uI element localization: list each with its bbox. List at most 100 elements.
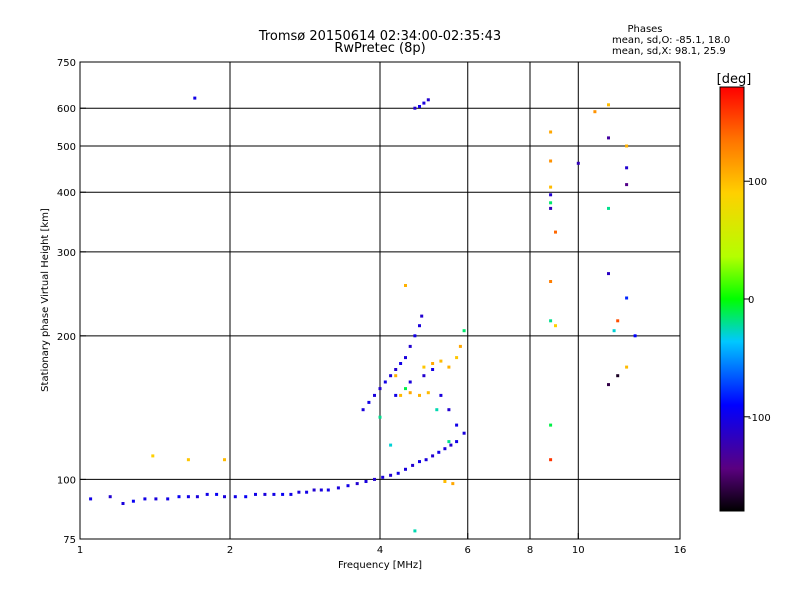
data-point bbox=[455, 356, 459, 360]
data-point bbox=[186, 458, 190, 462]
data-point bbox=[411, 463, 415, 467]
data-point bbox=[223, 495, 226, 499]
data-point bbox=[607, 272, 610, 276]
data-point bbox=[549, 193, 553, 197]
data-point bbox=[108, 495, 112, 499]
y-tick-label-200: 200 bbox=[57, 332, 76, 343]
data-point bbox=[413, 529, 417, 533]
data-point bbox=[443, 480, 447, 483]
data-point bbox=[404, 356, 407, 360]
data-point bbox=[625, 166, 629, 170]
data-point bbox=[404, 284, 407, 287]
data-point bbox=[462, 329, 466, 333]
data-point bbox=[89, 497, 93, 501]
x-tick-label-16: 16 bbox=[674, 545, 687, 556]
data-point bbox=[305, 490, 309, 494]
data-point bbox=[431, 368, 435, 371]
data-point bbox=[389, 473, 393, 477]
data-point bbox=[408, 391, 412, 395]
data-point bbox=[263, 492, 267, 496]
colorbar bbox=[719, 86, 745, 512]
data-point bbox=[195, 495, 199, 499]
data-point bbox=[418, 105, 421, 108]
colorbar-label: [deg] bbox=[717, 72, 752, 87]
colorbar-tick-label-100: 100 bbox=[748, 177, 767, 188]
y-tick-label-500: 500 bbox=[57, 142, 76, 153]
data-point bbox=[435, 408, 439, 412]
data-point bbox=[437, 450, 441, 454]
data-point bbox=[549, 206, 553, 210]
data-point bbox=[447, 408, 451, 412]
x-tick-label-6: 6 bbox=[465, 545, 471, 556]
data-point bbox=[131, 499, 135, 503]
data-point bbox=[625, 365, 629, 369]
data-point bbox=[616, 319, 620, 323]
data-point bbox=[607, 103, 610, 107]
data-point bbox=[431, 362, 435, 365]
data-point bbox=[355, 482, 359, 486]
data-point bbox=[272, 492, 276, 496]
data-point bbox=[616, 374, 620, 378]
data-point bbox=[121, 502, 125, 505]
data-point bbox=[422, 101, 426, 105]
data-point bbox=[625, 144, 629, 148]
data-point bbox=[413, 334, 417, 338]
data-point bbox=[383, 380, 387, 384]
y-axis-label: Stationary phase Virtual Height [km] bbox=[40, 208, 51, 392]
chart-title: Tromsø 20150614 02:34:00-02:35:43 bbox=[258, 29, 501, 44]
data-point bbox=[413, 106, 417, 110]
data-point bbox=[455, 440, 459, 444]
colorbar-ticks: 100 0 -100 bbox=[744, 177, 771, 424]
data-point bbox=[381, 475, 385, 479]
data-point bbox=[449, 443, 453, 447]
y-tick-label-400: 400 bbox=[57, 188, 76, 199]
data-point bbox=[297, 490, 301, 494]
data-point bbox=[451, 482, 455, 486]
data-point bbox=[549, 319, 553, 323]
data-point bbox=[289, 492, 293, 496]
data-point bbox=[378, 387, 382, 391]
y-tick-label-600: 600 bbox=[57, 104, 76, 115]
data-point bbox=[373, 393, 376, 397]
data-point bbox=[418, 393, 421, 397]
data-point bbox=[612, 329, 616, 333]
data-point bbox=[422, 374, 426, 378]
y-tick-label-300: 300 bbox=[57, 248, 76, 259]
data-point bbox=[378, 415, 382, 419]
chart-subtitle: RwPretec (8p) bbox=[334, 41, 425, 56]
stats-x-mode: mean, sd,X: 98.1, 25.9 bbox=[612, 46, 726, 57]
data-point bbox=[549, 130, 553, 134]
x-tick-label-10: 10 bbox=[572, 545, 585, 556]
data-point bbox=[319, 488, 323, 492]
data-point bbox=[223, 458, 226, 462]
data-point bbox=[549, 423, 553, 427]
data-point bbox=[439, 359, 443, 363]
data-point bbox=[408, 380, 412, 384]
data-point bbox=[361, 408, 365, 412]
data-point bbox=[151, 454, 155, 458]
colorbar-tick-label--100: -100 bbox=[748, 413, 771, 424]
data-point bbox=[439, 393, 443, 397]
y-tick-label-100: 100 bbox=[57, 475, 76, 486]
data-point bbox=[154, 497, 158, 501]
data-point bbox=[422, 365, 426, 369]
data-point bbox=[399, 393, 403, 397]
data-point bbox=[394, 368, 398, 371]
data-point bbox=[418, 460, 421, 464]
data-point bbox=[607, 383, 610, 387]
data-point bbox=[215, 492, 219, 496]
data-point bbox=[312, 488, 316, 492]
data-point bbox=[389, 443, 393, 447]
data-point bbox=[424, 458, 428, 462]
data-point bbox=[462, 431, 466, 435]
grid-lines bbox=[80, 62, 680, 539]
data-point bbox=[336, 486, 340, 490]
data-point bbox=[420, 314, 424, 318]
data-point bbox=[426, 98, 430, 102]
x-tick-label-4: 4 bbox=[377, 545, 383, 556]
data-point bbox=[607, 136, 610, 140]
data-point bbox=[549, 458, 553, 462]
x-tick-label-2: 2 bbox=[227, 545, 233, 556]
data-point bbox=[404, 387, 407, 391]
